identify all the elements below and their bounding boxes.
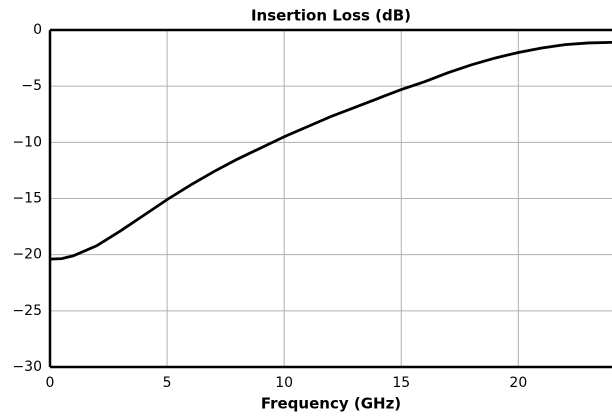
y-tick-label: −5 [21, 78, 42, 94]
y-tick-label: −20 [12, 247, 42, 263]
y-tick-label: −30 [12, 359, 42, 375]
x-axis-label: Frequency (GHz) [261, 395, 401, 413]
x-tick-label: 10 [275, 375, 293, 391]
x-tick-label: 5 [163, 375, 172, 391]
x-tick-label: 0 [46, 375, 55, 391]
x-tick-label: 15 [392, 375, 410, 391]
y-tick-label: −25 [12, 303, 42, 319]
data-line [49, 40, 612, 261]
y-tick-label: −15 [12, 191, 42, 207]
y-tick-label: 0 [33, 22, 42, 38]
x-tick-label: 20 [509, 375, 527, 391]
chart-title: Insertion Loss (dB) [251, 7, 411, 25]
y-tick-label: −10 [12, 134, 42, 150]
